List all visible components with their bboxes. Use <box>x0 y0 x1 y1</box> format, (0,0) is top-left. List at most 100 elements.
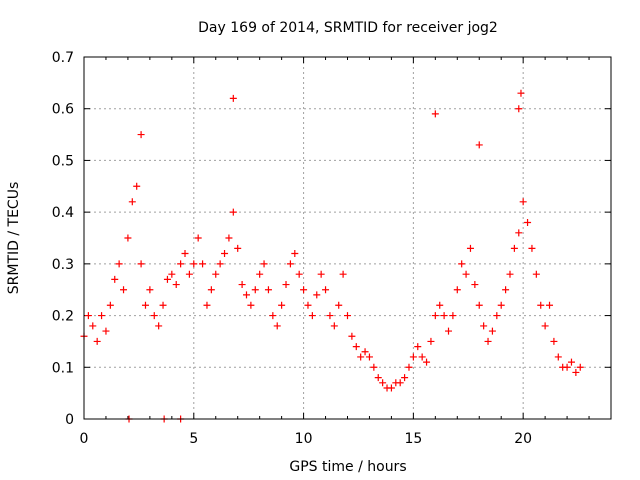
data-point <box>111 275 119 283</box>
data-point <box>203 301 211 309</box>
data-point <box>163 275 171 283</box>
data-point <box>269 312 277 320</box>
data-point <box>475 301 483 309</box>
data-point <box>98 312 106 320</box>
data-point <box>260 260 268 268</box>
data-point <box>106 301 114 309</box>
data-point <box>137 260 145 268</box>
data-point <box>93 337 101 345</box>
data-point <box>458 260 466 268</box>
grid <box>84 57 611 419</box>
data-point <box>440 312 448 320</box>
data-point <box>339 270 347 278</box>
data-point <box>537 301 545 309</box>
data-point <box>137 131 145 139</box>
y-tick-label: 0.3 <box>52 257 74 273</box>
data-point <box>190 260 198 268</box>
data-point <box>352 343 360 351</box>
data-point <box>124 234 132 242</box>
data-point <box>431 312 439 320</box>
data-point <box>150 312 158 320</box>
data-point <box>517 89 525 97</box>
data-point <box>159 301 167 309</box>
data-point <box>484 337 492 345</box>
x-tick-label: 10 <box>295 431 313 447</box>
data-point <box>115 260 123 268</box>
data-point <box>291 250 299 258</box>
data-point <box>256 270 264 278</box>
y-tick-label: 0.2 <box>52 309 74 325</box>
data-point <box>493 312 501 320</box>
data-point <box>524 218 532 226</box>
data-point <box>344 312 351 320</box>
data-point <box>194 234 202 242</box>
data-point <box>572 368 580 376</box>
y-tick-label: 0.6 <box>52 102 74 118</box>
data-point <box>295 270 303 278</box>
data-point <box>225 234 233 242</box>
data-point <box>401 374 409 382</box>
data-point <box>242 291 250 299</box>
data-point <box>387 384 395 392</box>
x-tick-label: 0 <box>80 431 89 447</box>
data-point <box>510 244 518 252</box>
data-point <box>102 327 110 335</box>
data-point <box>313 291 321 299</box>
data-point <box>409 353 417 361</box>
data-point <box>348 332 356 340</box>
data-point <box>379 379 387 387</box>
data-point <box>221 250 229 258</box>
data-point <box>89 322 97 330</box>
data-point <box>300 286 308 294</box>
data-point <box>172 281 180 289</box>
data-point <box>554 353 562 361</box>
data-point <box>515 105 523 113</box>
data-point <box>519 198 527 206</box>
data-point <box>550 337 558 345</box>
data-point <box>168 270 176 278</box>
y-tick-label: 0 <box>65 412 74 428</box>
data-point <box>330 322 338 330</box>
data-point <box>445 327 453 335</box>
data-point <box>563 363 571 371</box>
data-point <box>216 260 224 268</box>
data-point <box>414 343 422 351</box>
data-point <box>528 244 536 252</box>
data-points <box>80 89 584 423</box>
data-point <box>370 363 378 371</box>
data-point <box>141 301 149 309</box>
data-point <box>185 270 193 278</box>
data-point <box>251 286 259 294</box>
data-point <box>453 286 461 294</box>
y-tick-label: 0.5 <box>52 153 74 169</box>
data-point <box>247 301 255 309</box>
chart-title: Day 169 of 2014, SRMTID for receiver jog… <box>198 20 498 36</box>
data-point <box>423 358 431 366</box>
x-tick-label: 20 <box>514 431 532 447</box>
data-point <box>273 322 281 330</box>
data-point <box>229 94 237 102</box>
data-point <box>128 198 136 206</box>
data-point <box>541 322 549 330</box>
y-tick-label: 0.4 <box>52 205 74 221</box>
y-axis-title: SRMTID / TECUs <box>6 182 22 295</box>
data-point <box>212 270 220 278</box>
data-point <box>229 208 237 216</box>
data-point <box>199 260 207 268</box>
data-point <box>462 270 470 278</box>
data-point <box>264 286 272 294</box>
data-point <box>515 229 523 237</box>
data-point <box>238 281 246 289</box>
data-point <box>418 353 426 361</box>
data-point <box>431 110 439 118</box>
data-point <box>207 286 215 294</box>
data-point <box>471 281 479 289</box>
data-point <box>234 244 242 252</box>
data-point <box>326 312 334 320</box>
data-point <box>365 353 373 361</box>
data-point <box>133 182 141 190</box>
data-point <box>502 286 510 294</box>
y-tick-label: 0.1 <box>52 360 74 376</box>
data-point <box>181 250 189 258</box>
data-point <box>475 141 483 149</box>
